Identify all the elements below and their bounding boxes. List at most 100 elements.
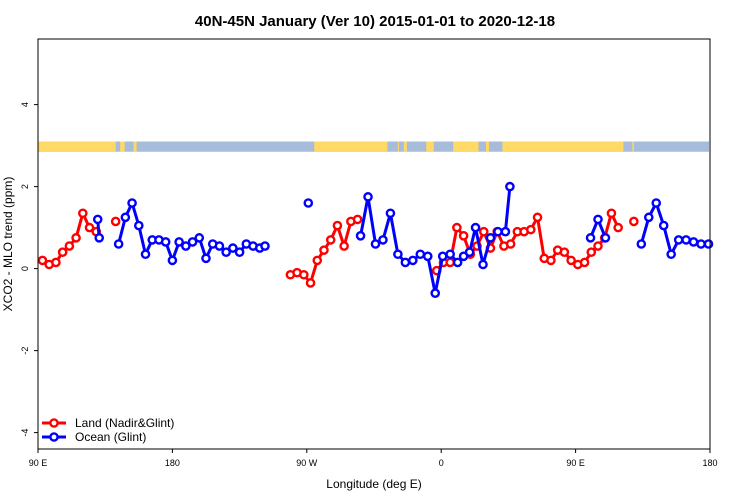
data-point bbox=[78, 208, 88, 219]
data-point bbox=[160, 237, 171, 247]
land-segment bbox=[502, 141, 624, 152]
data-point bbox=[593, 241, 603, 251]
series-line bbox=[41, 211, 97, 266]
data-point bbox=[194, 233, 205, 243]
data-point bbox=[415, 249, 426, 260]
data-point bbox=[505, 181, 515, 192]
data-point bbox=[493, 226, 503, 237]
data-point bbox=[120, 212, 131, 223]
land-segment bbox=[486, 141, 489, 152]
x-tick-label: 180 bbox=[165, 458, 180, 468]
data-point bbox=[71, 233, 81, 243]
data-point bbox=[452, 222, 462, 233]
y-tick-label: -2 bbox=[20, 347, 30, 355]
data-point bbox=[167, 255, 178, 266]
data-point bbox=[339, 241, 349, 251]
data-point bbox=[478, 226, 489, 237]
data-point bbox=[579, 257, 590, 268]
data-point bbox=[445, 249, 455, 260]
data-point bbox=[559, 247, 570, 257]
series-ocean bbox=[92, 181, 714, 299]
land-segment bbox=[426, 141, 434, 152]
data-point bbox=[363, 192, 373, 202]
data-point bbox=[332, 220, 343, 231]
data-point bbox=[566, 255, 576, 266]
data-point bbox=[133, 220, 144, 231]
data-point bbox=[688, 237, 699, 247]
x-tick-label: 90 E bbox=[29, 458, 48, 468]
data-point bbox=[370, 239, 381, 249]
data-point bbox=[651, 198, 662, 208]
data-point bbox=[681, 235, 691, 245]
data-point bbox=[352, 214, 363, 225]
chart-title: 40N-45N January (Ver 10) 2015-01-01 to 2… bbox=[195, 13, 555, 30]
data-point bbox=[174, 237, 184, 247]
data-point bbox=[393, 249, 403, 260]
data-point bbox=[305, 278, 316, 288]
y-tick-label: 0 bbox=[20, 266, 30, 271]
data-point bbox=[658, 220, 669, 231]
data-point bbox=[613, 222, 623, 233]
land-segment bbox=[453, 141, 479, 152]
data-point bbox=[378, 235, 388, 245]
data-point bbox=[600, 233, 611, 243]
legend: Land (Nadir&Glint)Ocean (Glint) bbox=[42, 416, 174, 444]
x-tick-label: 90 W bbox=[296, 458, 318, 468]
legend-marker bbox=[49, 432, 59, 442]
data-point bbox=[408, 255, 418, 266]
y-tick-label: 2 bbox=[20, 184, 30, 189]
x-axis: 90 E 180 90 W 0 90 E 180 bbox=[29, 449, 718, 468]
data-point bbox=[312, 255, 323, 266]
data-point bbox=[181, 241, 191, 251]
data-point bbox=[303, 198, 314, 208]
data-point bbox=[643, 212, 654, 223]
y-tick-label: 4 bbox=[20, 102, 30, 107]
plot-area bbox=[37, 181, 714, 299]
data-point bbox=[606, 208, 617, 219]
data-point bbox=[437, 251, 448, 262]
data-point bbox=[64, 241, 75, 251]
data-point bbox=[299, 269, 309, 280]
data-point bbox=[696, 239, 706, 249]
data-point bbox=[445, 257, 455, 268]
series-line bbox=[359, 186, 512, 295]
legend-marker bbox=[49, 418, 59, 428]
data-point bbox=[94, 233, 105, 243]
data-point bbox=[585, 233, 596, 243]
data-point bbox=[319, 245, 329, 255]
land-segment bbox=[120, 141, 125, 152]
x-tick-label: 180 bbox=[702, 458, 717, 468]
data-point bbox=[260, 241, 270, 251]
data-point bbox=[478, 259, 488, 270]
data-point bbox=[586, 247, 597, 257]
data-point bbox=[355, 230, 366, 241]
x-tick-label: 90 E bbox=[566, 458, 585, 468]
data-point bbox=[400, 257, 411, 268]
land-segment bbox=[632, 141, 634, 152]
data-point bbox=[84, 222, 95, 233]
land-segment bbox=[403, 141, 407, 152]
data-point bbox=[228, 243, 238, 253]
data-point bbox=[187, 237, 198, 247]
data-point bbox=[546, 255, 556, 266]
data-point bbox=[458, 230, 469, 241]
data-point bbox=[385, 208, 396, 219]
data-point bbox=[526, 224, 536, 235]
land-segment bbox=[133, 141, 137, 152]
data-point bbox=[127, 198, 137, 208]
data-point bbox=[593, 214, 603, 225]
data-point bbox=[234, 247, 245, 257]
data-point bbox=[113, 239, 124, 249]
data-point bbox=[703, 239, 714, 249]
plot-frame bbox=[37, 38, 711, 450]
legend-label: Land (Nadir&Glint) bbox=[75, 416, 174, 430]
data-point bbox=[464, 247, 475, 257]
data-point bbox=[500, 226, 511, 237]
data-point bbox=[422, 251, 433, 262]
data-point bbox=[666, 249, 676, 260]
data-point bbox=[325, 235, 336, 245]
land-sea-bar bbox=[38, 141, 709, 152]
data-point bbox=[51, 257, 61, 268]
series-land bbox=[37, 208, 639, 288]
